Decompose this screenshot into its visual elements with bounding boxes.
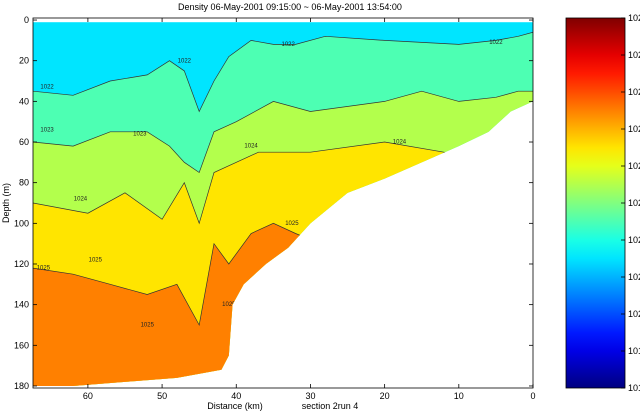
contour-label: 1025 [89,258,103,264]
contour-label: 1024 [74,197,88,203]
contour-line [33,90,533,174]
contour-label: 1024 [393,140,407,146]
annotation: section 2run 4 [302,401,359,411]
contour-label: 1023 [40,127,54,133]
contour-label: 1023 [133,131,147,137]
colorbar-tick-label: 1023 [628,198,640,208]
axes-box [32,17,534,389]
x-tick-label: 60 [83,391,93,401]
colorbar-tick-label: 1025 [628,124,640,134]
colorbar-tick-label: 1019 [628,346,640,356]
y-tick-label: 140 [14,300,29,310]
contour-label: 1025 [37,266,51,272]
contour-label: 1024 [452,160,466,166]
colorbar-tick-label: 1021 [628,272,640,282]
y-tick-label: 60 [19,137,29,147]
field: 1022 1022 1022 1022 1023 1023 1024 1024 1024 1024… [33,22,533,386]
colorbar-tick-label: 1026 [628,87,640,97]
x-axis-label: Distance (km) [207,401,263,411]
colorbar-tick-label: 1028 [628,13,640,23]
contour-label: 1024 [244,144,258,150]
contour-line [33,141,474,225]
x-tick-label: 10 [454,391,464,401]
contour-line [33,222,311,327]
x-tick-label: 40 [231,391,241,401]
contour-label: 1022 [178,58,192,64]
y-tick-label: 20 [19,56,29,66]
x-tick-label: 30 [305,391,315,401]
colorbar [565,17,626,389]
contour-label: 1022 [282,42,296,48]
y-tick-label: 160 [14,340,29,350]
y-axis-label: Depth (m) [1,183,11,223]
y-tick-label: 40 [19,96,29,106]
contour-label: 1022 [489,40,503,46]
y-tick-label: 180 [14,381,29,391]
contour-line [33,31,533,113]
contour-label: 1022 [40,85,54,91]
colorbar-tick-label: 1022 [628,235,640,245]
x-tick-label: 0 [530,391,535,401]
y-tick-label: 120 [14,259,29,269]
x-tick-label: 20 [380,391,390,401]
y-tick-label: 80 [19,178,29,188]
contour-label: 1025 [285,221,299,227]
colorbar-tick-label: 1024 [628,161,640,171]
y-tick-label: 0 [24,15,29,25]
contour-label: 1025 [141,323,155,329]
contour-label: 1025 [222,302,236,308]
chart-title: Density 06-May-2001 09:15:00 ~ 06-May-20… [178,2,402,12]
y-tick-label: 100 [14,218,29,228]
colorbar-tick-label: 1018 [628,383,640,393]
x-tick-label: 50 [157,391,167,401]
colorbar-tick-label: 1020 [628,309,640,319]
colorbar-tick-label: 1027 [628,50,640,60]
